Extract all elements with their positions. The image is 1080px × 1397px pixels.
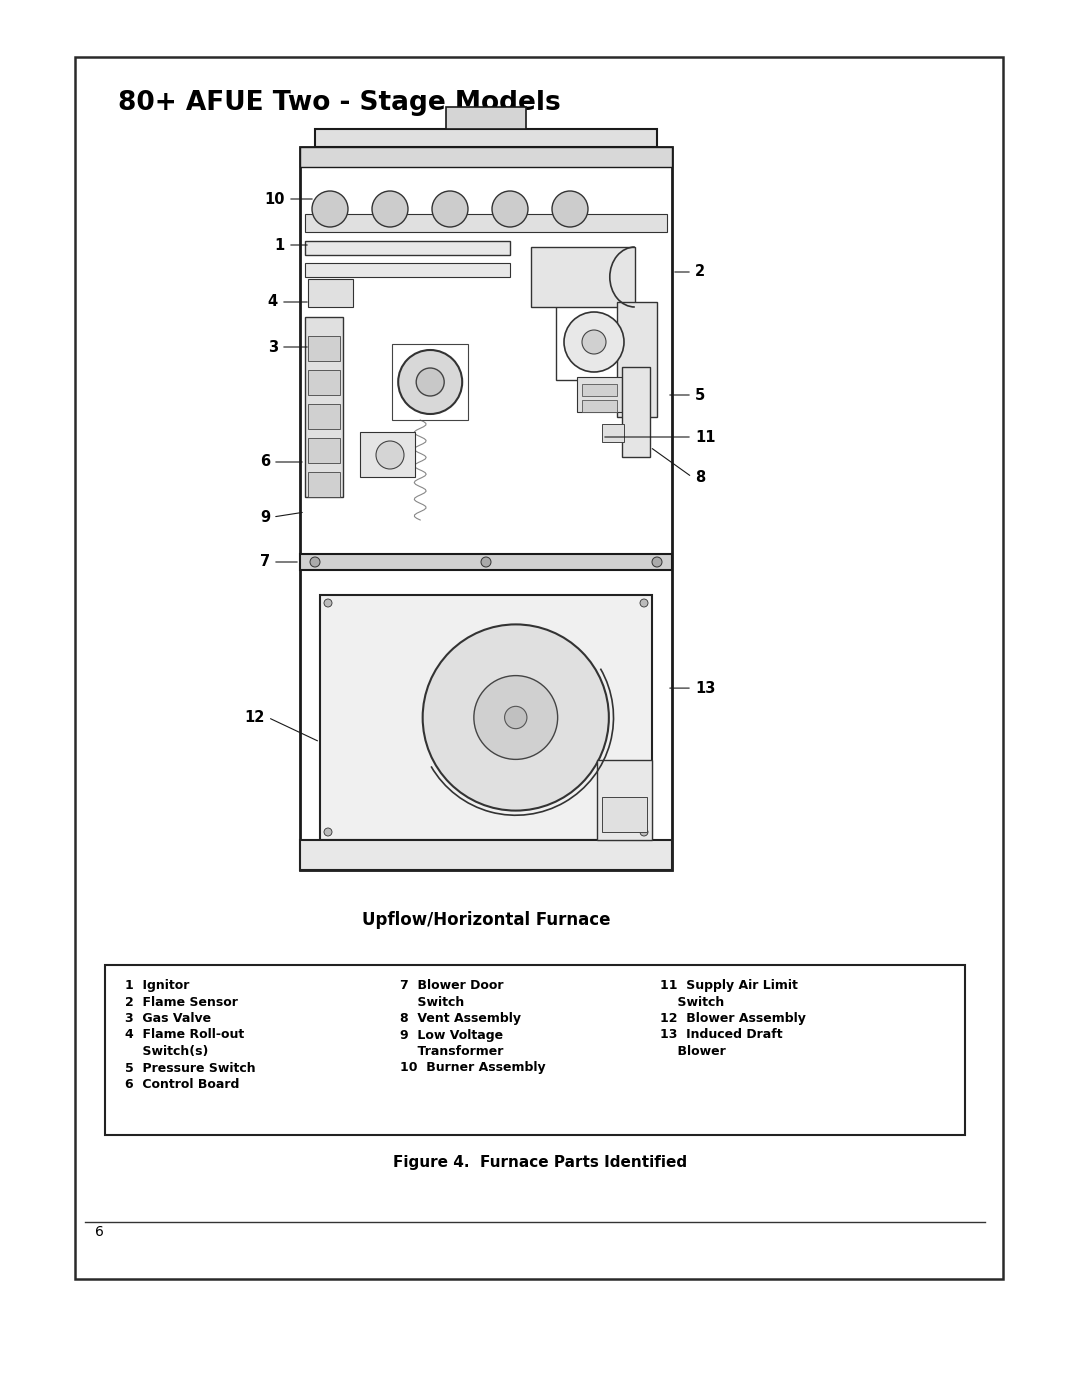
Text: 8: 8	[696, 469, 705, 485]
Text: 3  Gas Valve: 3 Gas Valve	[125, 1011, 211, 1025]
Text: 2  Flame Sensor: 2 Flame Sensor	[125, 996, 238, 1009]
Bar	[305, 263, 510, 277]
Circle shape	[399, 351, 462, 414]
Text: 9: 9	[260, 510, 270, 524]
Circle shape	[481, 557, 491, 567]
Text: 9  Low Voltage: 9 Low Voltage	[400, 1028, 503, 1042]
Bar	[582, 400, 617, 412]
Text: Blower: Blower	[660, 1045, 726, 1058]
Text: 5  Pressure Switch: 5 Pressure Switch	[125, 1062, 256, 1074]
Bar	[320, 595, 652, 840]
Bar	[300, 147, 672, 168]
Text: 1: 1	[274, 237, 285, 253]
Text: 3: 3	[268, 339, 278, 355]
Text: Switch: Switch	[660, 996, 725, 1009]
Text: 4  Flame Roll-out: 4 Flame Roll-out	[125, 1028, 244, 1042]
Bar	[308, 337, 340, 360]
Bar	[577, 377, 622, 412]
Bar	[308, 404, 340, 429]
Bar	[305, 242, 510, 256]
Circle shape	[310, 557, 320, 567]
Text: 5: 5	[696, 387, 705, 402]
Text: Transformer: Transformer	[400, 1045, 503, 1058]
Circle shape	[474, 676, 557, 760]
Circle shape	[376, 441, 404, 469]
Circle shape	[640, 599, 648, 608]
Circle shape	[582, 330, 606, 353]
Bar	[617, 302, 657, 416]
Circle shape	[312, 191, 348, 226]
Circle shape	[564, 312, 624, 372]
Text: 7  Blower Door: 7 Blower Door	[400, 979, 503, 992]
Circle shape	[432, 191, 468, 226]
Bar	[300, 147, 672, 870]
Text: 13: 13	[696, 680, 715, 696]
Bar	[308, 370, 340, 395]
Bar	[75, 57, 1003, 1280]
Bar	[308, 439, 340, 462]
Text: 10: 10	[265, 191, 285, 207]
Bar	[392, 344, 469, 420]
Bar	[360, 432, 415, 476]
Circle shape	[422, 624, 609, 810]
Circle shape	[552, 191, 588, 226]
Circle shape	[416, 367, 444, 395]
Text: 11: 11	[696, 429, 715, 444]
Text: 6  Control Board: 6 Control Board	[125, 1078, 240, 1091]
Bar	[305, 317, 343, 497]
Text: 8  Vent Assembly: 8 Vent Assembly	[400, 1011, 521, 1025]
Bar	[622, 367, 650, 457]
Circle shape	[640, 828, 648, 835]
Text: 12: 12	[245, 710, 265, 725]
Circle shape	[652, 557, 662, 567]
Text: 7: 7	[260, 555, 270, 570]
Bar	[300, 555, 672, 570]
Text: 12  Blower Assembly: 12 Blower Assembly	[660, 1011, 806, 1025]
Circle shape	[504, 707, 527, 729]
Bar	[582, 384, 617, 395]
Text: 4: 4	[268, 295, 278, 310]
Bar	[602, 425, 624, 441]
Text: 1  Ignitor: 1 Ignitor	[125, 979, 189, 992]
Bar	[446, 108, 526, 129]
Bar	[315, 129, 657, 147]
Bar	[602, 798, 647, 833]
Bar	[105, 965, 966, 1134]
Text: 11  Supply Air Limit: 11 Supply Air Limit	[660, 979, 798, 992]
Text: 6: 6	[260, 454, 270, 469]
Circle shape	[324, 599, 332, 608]
Text: 2: 2	[696, 264, 705, 279]
Circle shape	[324, 828, 332, 835]
Text: Upflow/Horizontal Furnace: Upflow/Horizontal Furnace	[362, 911, 610, 929]
Text: 6: 6	[95, 1225, 104, 1239]
Text: Switch(s): Switch(s)	[125, 1045, 208, 1058]
Bar	[308, 279, 353, 307]
Text: Switch: Switch	[400, 996, 464, 1009]
Bar	[308, 472, 340, 497]
Bar	[597, 760, 652, 840]
Text: 10  Burner Assembly: 10 Burner Assembly	[400, 1062, 545, 1074]
Bar	[530, 247, 635, 307]
Bar	[305, 214, 667, 232]
Text: Figure 4.  Furnace Parts Identified: Figure 4. Furnace Parts Identified	[393, 1155, 687, 1171]
Text: 13  Induced Draft: 13 Induced Draft	[660, 1028, 783, 1042]
Text: 80+ AFUE Two - Stage Models: 80+ AFUE Two - Stage Models	[118, 89, 561, 116]
Circle shape	[372, 191, 408, 226]
Bar	[300, 840, 672, 870]
Bar	[556, 305, 632, 380]
Circle shape	[492, 191, 528, 226]
